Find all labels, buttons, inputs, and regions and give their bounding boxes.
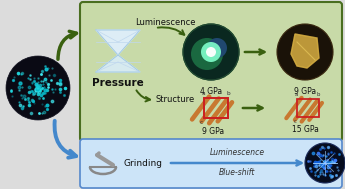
Circle shape: [206, 47, 216, 57]
Circle shape: [207, 38, 227, 58]
Circle shape: [183, 24, 239, 80]
Text: Grinding: Grinding: [123, 159, 162, 167]
Circle shape: [305, 143, 345, 183]
Text: 9 GPa: 9 GPa: [294, 87, 316, 96]
Text: c: c: [293, 119, 296, 124]
Circle shape: [14, 65, 61, 112]
Circle shape: [10, 60, 66, 116]
FancyBboxPatch shape: [80, 139, 342, 188]
Text: c: c: [200, 120, 203, 125]
Circle shape: [19, 69, 57, 107]
Polygon shape: [291, 34, 319, 68]
Text: Structure: Structure: [155, 95, 195, 105]
Text: Luminescence: Luminescence: [135, 18, 195, 27]
Circle shape: [28, 77, 49, 99]
Polygon shape: [291, 34, 319, 68]
Circle shape: [6, 56, 70, 120]
Text: b: b: [317, 92, 320, 97]
Circle shape: [6, 56, 70, 120]
Text: b: b: [226, 91, 230, 96]
Text: 9 GPa: 9 GPa: [202, 127, 224, 136]
Circle shape: [32, 82, 44, 94]
Circle shape: [23, 73, 53, 103]
Text: Luminescence: Luminescence: [209, 148, 265, 157]
Text: 4 GPa: 4 GPa: [200, 87, 222, 96]
Text: a: a: [295, 92, 298, 97]
Circle shape: [191, 38, 223, 70]
Circle shape: [201, 42, 221, 62]
Text: Blue-shift: Blue-shift: [219, 168, 255, 177]
Circle shape: [36, 86, 40, 90]
Text: a: a: [202, 91, 205, 96]
Bar: [204, 98, 228, 119]
FancyBboxPatch shape: [80, 2, 342, 141]
Text: 15 GPa: 15 GPa: [292, 125, 318, 134]
Bar: [296, 99, 318, 117]
Polygon shape: [96, 30, 140, 55]
Polygon shape: [96, 55, 140, 72]
Text: Pressure: Pressure: [92, 78, 144, 88]
Circle shape: [277, 24, 333, 80]
